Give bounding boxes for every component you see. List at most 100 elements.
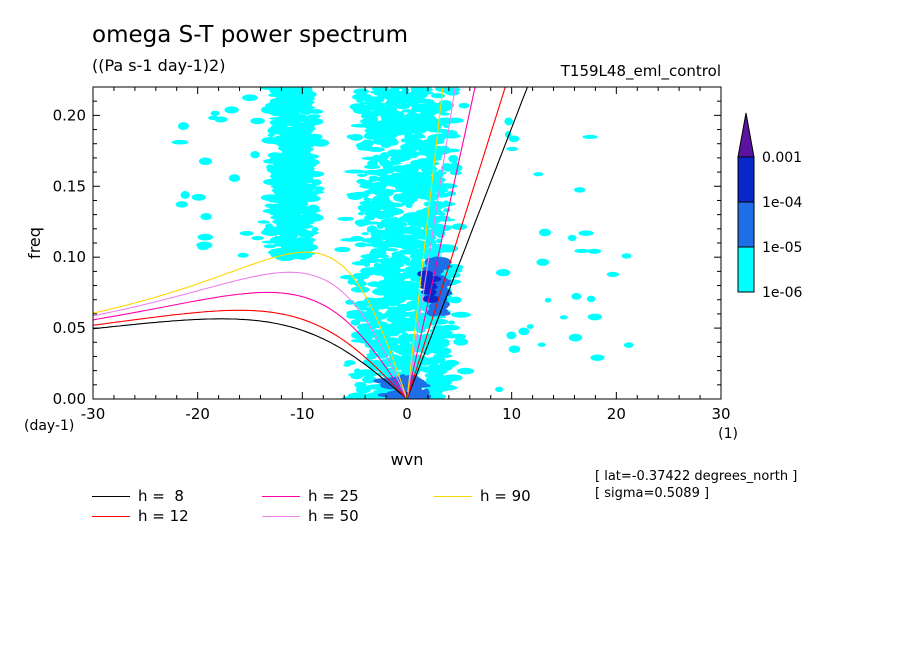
power-patch: [350, 235, 364, 241]
power-patch: [409, 144, 423, 149]
power-patch: [424, 315, 447, 319]
y-tick-label: 0.15: [53, 177, 86, 195]
power-patch: [360, 267, 379, 275]
power-patch: [621, 253, 632, 259]
power-patch: [578, 230, 594, 236]
power-patch: [272, 185, 292, 194]
power-patch: [404, 136, 414, 143]
power-patch: [506, 331, 517, 340]
power-patch: [447, 320, 456, 325]
power-patch: [431, 171, 447, 175]
power-patch: [267, 133, 275, 138]
power-patch: [273, 91, 286, 99]
power-patch: [344, 360, 356, 366]
power-patch: [305, 175, 314, 182]
power-patch: [291, 148, 300, 155]
power-patch: [198, 157, 213, 166]
power-patch: [214, 116, 228, 123]
x-tick-label: 0: [402, 405, 412, 423]
power-patch: [300, 221, 310, 228]
power-patch: [387, 132, 405, 136]
power-patch: [416, 322, 431, 330]
power-patch: [400, 123, 420, 132]
power-patch: [425, 139, 437, 148]
power-patch: [365, 180, 373, 185]
power-patch: [438, 212, 446, 216]
power-patch: [506, 146, 519, 152]
power-patch: [283, 218, 293, 224]
x-tick-label: -30: [81, 405, 106, 423]
power-patch: [432, 256, 441, 263]
power-patch: [281, 243, 294, 252]
power-patch: [587, 313, 603, 321]
power-patch: [337, 216, 355, 221]
power-patch: [375, 299, 387, 308]
power-patch: [375, 265, 392, 274]
power-patch: [426, 390, 443, 397]
power-patch: [356, 178, 368, 184]
power-patch: [354, 219, 371, 226]
power-patch: [574, 187, 586, 193]
power-patch: [419, 366, 431, 372]
power-patch: [448, 361, 456, 368]
power-patch: [433, 262, 450, 270]
power-patch: [414, 93, 426, 100]
power-patch: [438, 385, 458, 391]
power-patch: [390, 151, 398, 159]
power-patch: [417, 270, 434, 278]
power-patch: [423, 296, 436, 302]
power-patch: [434, 215, 451, 220]
power-patch: [392, 290, 409, 296]
power-patch: [567, 234, 577, 242]
power-patch: [282, 141, 293, 149]
power-patch: [495, 386, 504, 392]
power-patch: [537, 342, 546, 347]
power-patch: [365, 309, 375, 316]
legend-swatch: [92, 516, 130, 517]
power-patch: [267, 249, 285, 255]
power-patch: [311, 179, 322, 186]
power-patch: [406, 111, 419, 119]
power-patch: [381, 221, 394, 225]
power-patch: [380, 141, 392, 149]
power-patch: [250, 117, 265, 125]
power-patch: [351, 261, 370, 266]
power-patch: [196, 241, 213, 249]
power-patch: [430, 93, 445, 99]
power-patch: [359, 205, 367, 213]
power-patch: [442, 374, 463, 382]
power-patch: [356, 98, 364, 103]
power-patch: [410, 310, 421, 319]
power-patch: [297, 133, 313, 141]
power-patch: [430, 336, 443, 342]
power-patch: [302, 100, 315, 105]
power-patch: [292, 98, 306, 102]
rossby-curve: [93, 318, 408, 399]
power-patch: [361, 232, 370, 236]
power-patch: [452, 87, 461, 92]
power-patch: [210, 110, 220, 116]
y-tick-label: 0.10: [53, 248, 86, 266]
power-patch: [375, 202, 396, 210]
power-patch: [384, 100, 395, 108]
power-patch: [395, 103, 411, 110]
power-patch: [374, 104, 386, 109]
colorbar-segment: [737, 156, 755, 203]
power-patch: [508, 135, 520, 143]
power-patch: [413, 176, 428, 184]
power-patch: [257, 220, 270, 224]
power-patch: [302, 140, 314, 147]
power-patch: [224, 106, 239, 114]
power-patch: [451, 223, 468, 231]
power-patch: [440, 226, 451, 232]
power-patch: [457, 367, 475, 375]
power-patch: [433, 187, 449, 193]
power-patch: [283, 230, 296, 236]
power-patch: [270, 137, 287, 141]
power-patch: [290, 158, 299, 164]
power-patch: [404, 281, 416, 287]
power-patch: [361, 156, 383, 161]
power-patch: [438, 100, 452, 105]
legend-label: h = 25: [308, 487, 359, 505]
